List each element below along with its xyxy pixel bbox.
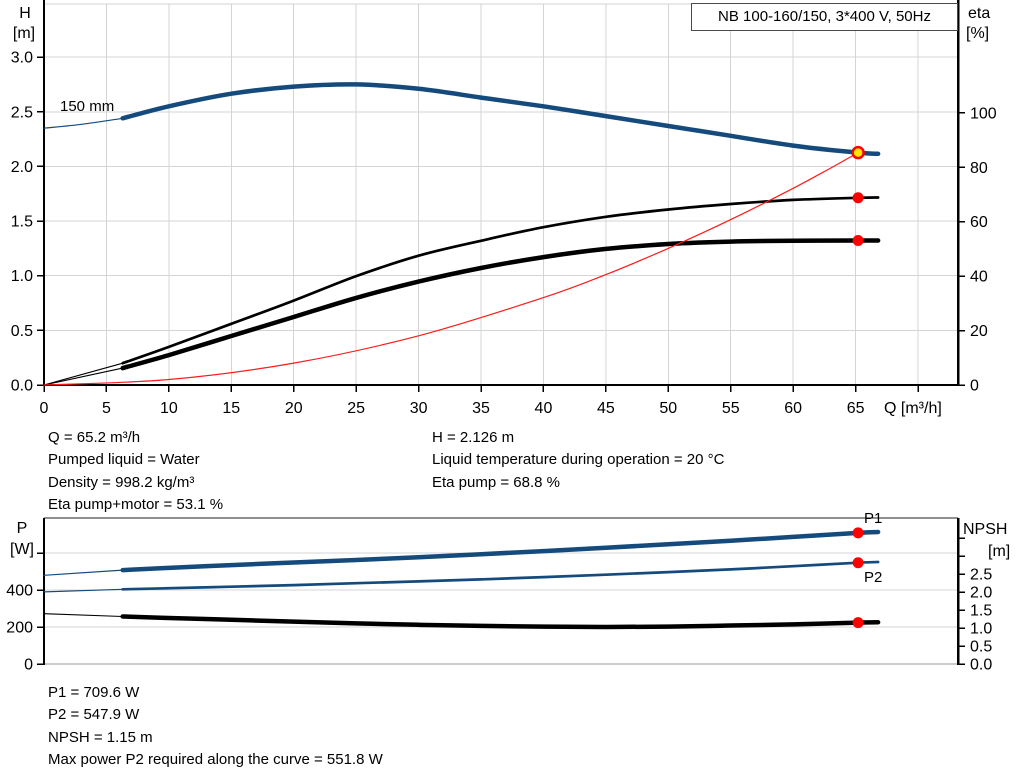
- right-tick-label: 2.0: [970, 585, 992, 602]
- right-tick-label: 2.5: [970, 567, 992, 584]
- right-axis-title: eta: [968, 5, 990, 22]
- right-tick-label: 40: [970, 269, 988, 286]
- right-tick-label: 0.0: [970, 657, 992, 674]
- qh-eta-chart: 0.0 0.5 1.0 1.5 2.0 2.5 3.0 0 20 40 60 80 100 0 5 10 15 2…: [11, 0, 997, 417]
- left-tick-label: 2.0: [11, 159, 33, 176]
- x-tick-label: 5: [102, 400, 111, 417]
- left-axis-title: [m]: [13, 25, 35, 42]
- info-pumped-liquid: Pumped liquid = Water: [48, 451, 200, 469]
- x-tick-label: 65: [847, 400, 865, 417]
- operating-point-marker: [852, 617, 864, 629]
- info-max-power: Max power P2 required along the curve = …: [48, 750, 383, 768]
- operating-point-marker: [852, 234, 864, 246]
- right-tick-label: 60: [970, 214, 988, 231]
- curve-eta pump-thin: [43, 362, 124, 386]
- x-tick-label: 60: [784, 400, 802, 417]
- right-axis-title: [%]: [966, 25, 989, 42]
- curve-NPSH-thin: [43, 613, 124, 618]
- left-tick-label: 2.5: [11, 104, 33, 121]
- curve-eta pump+motor-thin: [43, 367, 124, 386]
- x-tick-label: 55: [722, 400, 740, 417]
- left-tick-label: 200: [6, 620, 33, 637]
- curve-label-P1: P1: [864, 510, 882, 527]
- axes: 0 200 400 0.00.51.01.52.02.5: [6, 518, 992, 674]
- left-axis-title: P: [17, 520, 28, 537]
- right-tick-label: 20: [970, 323, 988, 340]
- duty-info-right: H = 2.126 m Liquid temperature during op…: [432, 427, 724, 494]
- right-tick-label: 80: [970, 160, 988, 177]
- operating-point-marker: [852, 557, 864, 569]
- left-axis-title: H: [19, 5, 31, 22]
- curve-150 mm-thin: [43, 117, 124, 129]
- x-axis-title: Q [m³/h]: [884, 400, 942, 417]
- duty-info-left: Q = 65.2 m³/h Pumped liquid = Water Dens…: [48, 427, 223, 516]
- x-tick-label: 0: [40, 400, 49, 417]
- x-tick-label: 10: [160, 400, 178, 417]
- gridlines: [44, 3, 958, 385]
- operating-point-marker: [852, 527, 864, 539]
- duty-point-marker: [851, 145, 865, 160]
- right-tick-label: 0: [970, 378, 979, 395]
- right-tick-label: 0.5: [970, 639, 992, 656]
- left-tick-label: 3.0: [11, 50, 33, 67]
- info-eta-pump-motor: Eta pump+motor = 53.1 %: [48, 495, 224, 513]
- curve-NPSH: [120, 614, 881, 630]
- x-tick-label: 40: [535, 400, 553, 417]
- curve-P1-thin: [43, 569, 124, 576]
- info-liquid-temp: Liquid temperature during operation = 20…: [432, 451, 725, 469]
- curve-150 mm: [120, 82, 881, 157]
- left-tick-label: 1.0: [11, 268, 33, 285]
- left-tick-label: 0.0: [11, 378, 33, 395]
- x-tick-label: 35: [472, 400, 490, 417]
- right-axis-title: [m]: [988, 543, 1010, 560]
- info-npsh: NPSH = 1.15 m: [48, 728, 153, 746]
- x-tick-label: 25: [347, 400, 365, 417]
- x-tick-label: 45: [597, 400, 615, 417]
- left-tick-label: 0.5: [11, 323, 33, 340]
- curve-label-150 mm: 150 mm: [60, 98, 114, 115]
- info-q: Q = 65.2 m³/h: [48, 429, 141, 446]
- x-tick-label: 20: [285, 400, 303, 417]
- right-tick-label: 100: [970, 105, 997, 122]
- left-tick-label: 1.5: [11, 214, 33, 231]
- pump-title-box: NB 100-160/150, 3*400 V, 50Hz: [691, 3, 958, 31]
- curve-system curve-thin: [43, 152, 859, 386]
- power-npsh-chart: 0 200 400 0.00.51.01.52.02.5 P [W] NPSH [m] P1 P2: [6, 510, 1010, 674]
- info-density: Density = 998.2 kg/m³: [48, 473, 195, 491]
- operating-point-marker: [852, 192, 864, 204]
- x-tick-label: 50: [659, 400, 677, 417]
- curve-P1: [120, 529, 881, 573]
- left-axis-title: [W]: [10, 541, 34, 558]
- curve-label-P2: P2: [864, 569, 882, 586]
- right-tick-label: 1.5: [970, 603, 992, 620]
- info-p2: P2 = 547.9 W: [48, 706, 140, 724]
- x-tick-label: 15: [222, 400, 240, 417]
- curves: [43, 82, 881, 386]
- curve-eta pump: [121, 196, 880, 365]
- curves: [43, 529, 881, 630]
- gridlines: [44, 517, 962, 665]
- right-tick-label: 1.0: [970, 621, 992, 638]
- left-tick-label: 400: [6, 583, 33, 600]
- axes: 0.0 0.5 1.0 1.5 2.0 2.5 3.0 0 20 40 60 80 100 0 5 10 15 2…: [11, 0, 997, 417]
- curve-P2-thin: [43, 588, 124, 593]
- curve-P2: [121, 560, 880, 591]
- power-info: P1 = 709.6 W P2 = 547.9 W NPSH = 1.15 m …: [48, 682, 383, 771]
- curve-eta pump+motor: [120, 238, 881, 371]
- left-tick-label: 0: [24, 657, 33, 674]
- right-axis-title: NPSH: [963, 521, 1007, 538]
- x-tick-label: 30: [410, 400, 428, 417]
- info-eta-pump: Eta pump = 68.8 %: [432, 473, 560, 491]
- info-p1: P1 = 709.6 W: [48, 684, 140, 701]
- info-h: H = 2.126 m: [432, 429, 515, 446]
